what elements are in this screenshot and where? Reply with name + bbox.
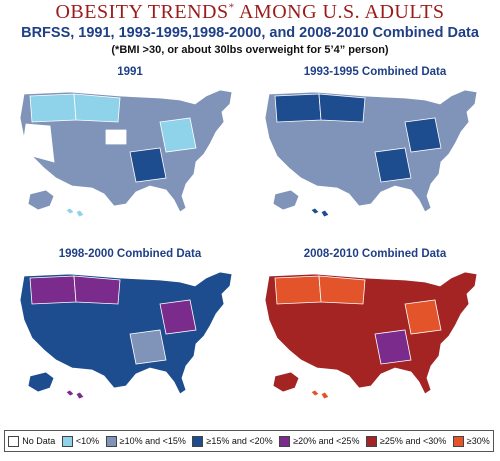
map-title-1998-2000: 1998-2000 Combined Data xyxy=(58,248,202,260)
state-region xyxy=(159,117,197,153)
legend-swatch xyxy=(8,435,20,447)
legend-swatch xyxy=(279,435,291,447)
state-region xyxy=(404,117,442,153)
legend: No Data <10% ≥10% and <15% ≥15% and <20%… xyxy=(4,430,494,452)
map-title-1991: 1991 xyxy=(117,66,143,78)
us-map-1998-2000 xyxy=(19,271,233,400)
page-subtitle: BRFSS, 1991, 1993-1995,1998-2000, and 20… xyxy=(21,25,479,41)
legend-swatch xyxy=(61,435,73,447)
legend-item-no-data: No Data xyxy=(8,435,55,447)
page-title: OBESITY TRENDS* AMONG U.S. ADULTS xyxy=(55,1,445,23)
alaska-shape xyxy=(272,371,300,393)
alaska-shape xyxy=(272,189,300,211)
state-region xyxy=(29,275,77,305)
legend-item-gte30: ≥30% xyxy=(452,435,490,447)
map-title-2008-2010: 2008-2010 Combined Data xyxy=(303,248,447,260)
hawaii-shape xyxy=(310,389,330,400)
state-region xyxy=(274,93,322,123)
state-region xyxy=(129,329,167,365)
state-region xyxy=(404,299,442,335)
hawaii-shape xyxy=(65,389,85,400)
legend-swatch xyxy=(192,435,204,447)
us-map-1993-1995 xyxy=(264,89,478,218)
legend-swatch xyxy=(452,435,464,447)
alaska-shape xyxy=(27,189,55,211)
state-region xyxy=(73,93,121,123)
legend-swatch xyxy=(105,435,117,447)
us-map-1991 xyxy=(19,89,233,218)
legend-swatch xyxy=(365,435,377,447)
map-title-1993-1995: 1993-1995 Combined Data xyxy=(303,66,447,78)
legend-item-15-20: ≥15% and <20% xyxy=(192,435,273,447)
bmi-note: (*BMI >30, or about 30lbs overweight for… xyxy=(111,44,389,56)
legend-item-10-15: ≥10% and <15% xyxy=(105,435,186,447)
state-region xyxy=(318,275,366,305)
state-region xyxy=(374,147,412,183)
state-region xyxy=(29,93,77,123)
state-region-no-data xyxy=(105,129,127,145)
state-region xyxy=(73,275,121,305)
state-region xyxy=(318,93,366,123)
alaska-shape xyxy=(27,371,55,393)
state-region xyxy=(374,329,412,365)
state-region xyxy=(159,299,197,335)
hawaii-shape xyxy=(310,207,330,218)
legend-item-lt10: <10% xyxy=(61,435,99,447)
legend-item-25-30: ≥25% and <30% xyxy=(365,435,446,447)
legend-item-20-25: ≥20% and <25% xyxy=(279,435,359,447)
us-map-2008-2010 xyxy=(264,271,478,400)
state-region xyxy=(129,147,167,183)
state-region-no-data xyxy=(23,123,55,163)
state-region xyxy=(274,275,322,305)
hawaii-shape xyxy=(65,207,85,218)
